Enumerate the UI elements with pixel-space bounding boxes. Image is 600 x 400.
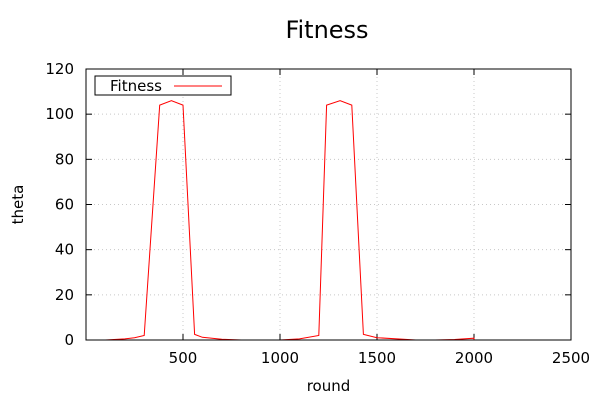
y-tick-label: 100 (45, 105, 74, 123)
y-tick-label: 60 (55, 196, 74, 214)
x-axis-label: round (307, 377, 351, 395)
axis-ticks: 0 20 40 60 80 100 120 500 1000 1500 2000 2500 (45, 60, 590, 367)
x-tick-label: 1500 (358, 349, 396, 367)
y-tick-label: 80 (55, 150, 74, 168)
legend-box (94, 75, 232, 96)
grid (86, 69, 571, 340)
legend: Fitness (94, 75, 232, 96)
plot-frame (85, 68, 572, 341)
x-tick-label: 2000 (455, 349, 493, 367)
y-axis-label: theta (9, 185, 27, 225)
y-tick-label: 40 (55, 241, 74, 259)
series-layer (86, 100, 571, 341)
chart-title: Fitness (285, 16, 368, 44)
legend-label: Fitness (110, 77, 162, 95)
series-line (86, 100, 571, 341)
x-tick-label: 2500 (552, 349, 590, 367)
y-tick-label: 0 (64, 331, 74, 349)
y-tick-label: 20 (55, 286, 74, 304)
x-tick-label: 1000 (261, 349, 299, 367)
x-tick-label: 500 (169, 349, 198, 367)
y-tick-label: 120 (45, 60, 74, 78)
